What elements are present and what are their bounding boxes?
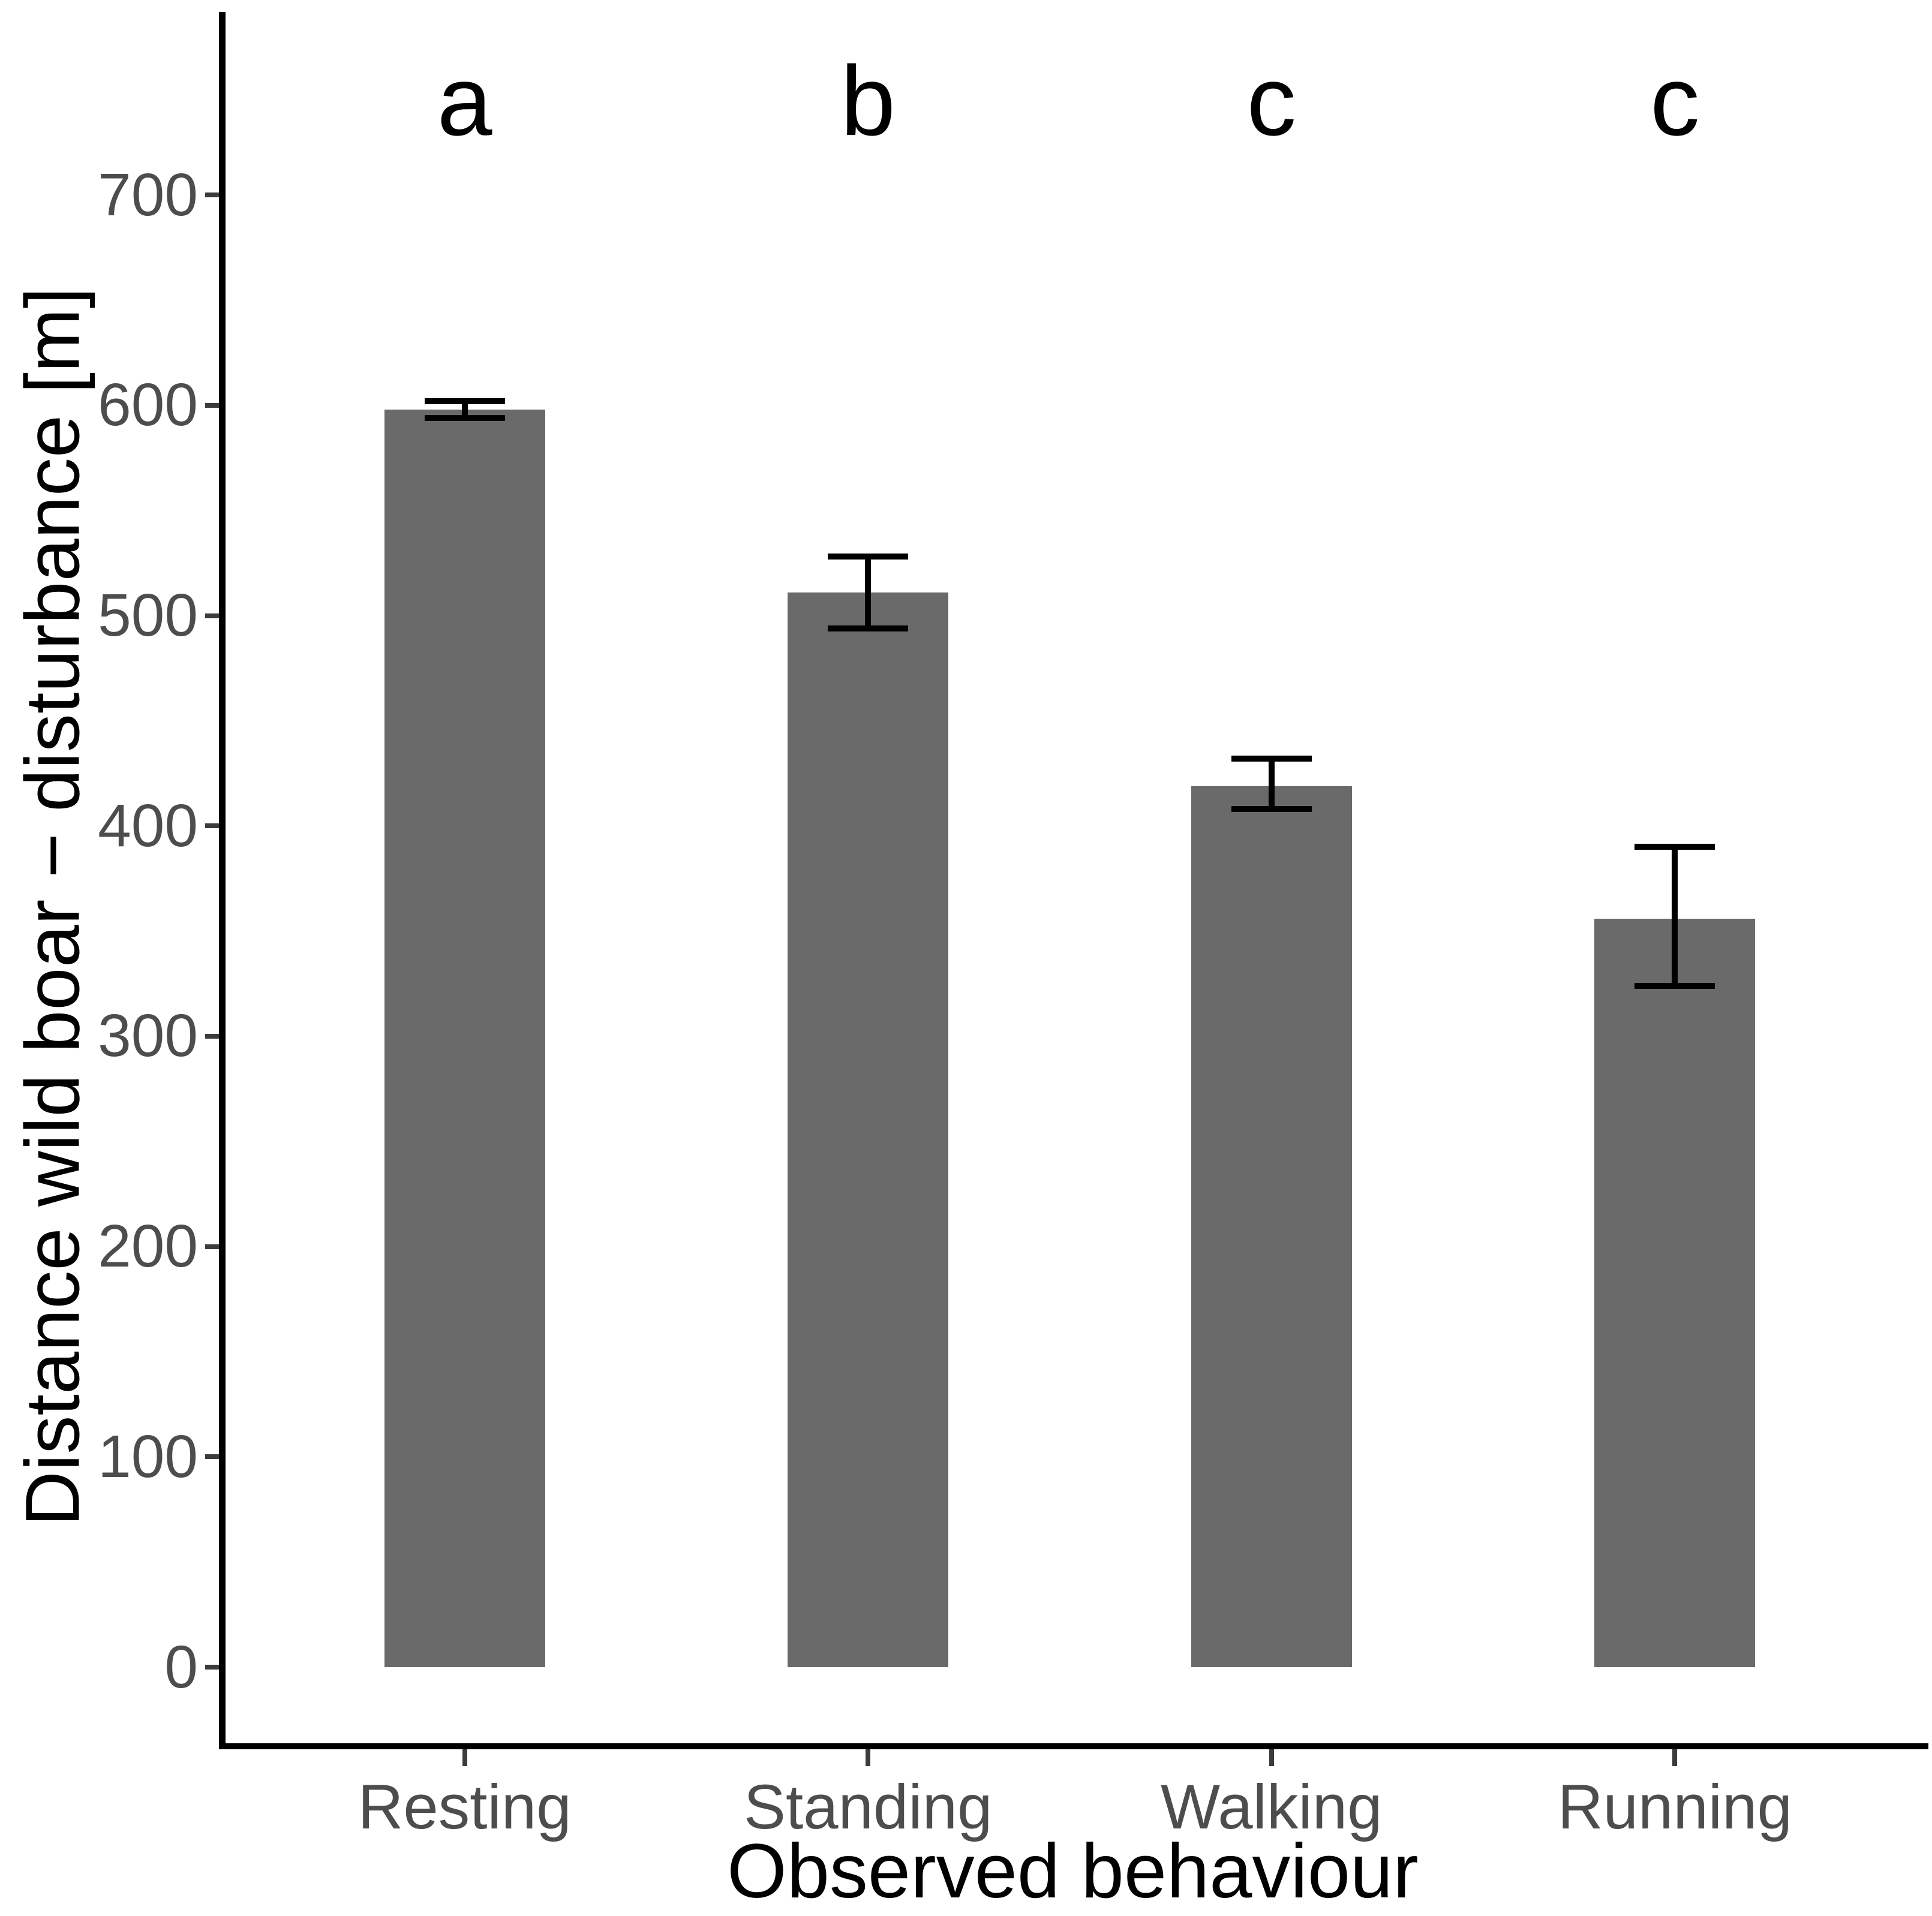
x-tick-resting [462,1749,467,1766]
error-bar-line-standing [865,557,872,628]
y-tick-400 [205,823,219,829]
y-tick-label-200: 200 [98,1213,198,1280]
y-tick-600 [205,402,219,408]
error-bar-cap-upper-running [1634,844,1715,850]
y-tick-200 [205,1244,219,1249]
error-bar-line-resting [461,401,468,418]
y-tick-label-400: 400 [98,792,198,859]
x-tick-label-resting: Resting [357,1772,572,1842]
y-tick-300 [205,1033,219,1039]
x-tick-running [1672,1749,1678,1766]
error-bar-cap-lower-resting [424,415,505,422]
sig-letter-running: c [1650,45,1700,156]
x-tick-standing [866,1749,871,1766]
x-tick-walking [1269,1749,1274,1766]
x-tick-label-running: Running [1557,1772,1792,1842]
y-tick-label-700: 700 [98,161,198,228]
error-bar-cap-upper-resting [424,398,505,404]
y-axis-line [219,12,226,1749]
sig-letter-walking: c [1246,45,1297,156]
bar-resting [384,409,545,1667]
x-axis-line [219,1743,1928,1749]
error-bar-cap-lower-walking [1231,806,1312,813]
error-bar-line-walking [1268,759,1275,810]
y-tick-500 [205,613,219,618]
y-tick-100 [205,1454,219,1460]
y-tick-label-600: 600 [98,371,198,439]
x-axis-title: Observed behaviour [727,1828,1419,1914]
x-tick-label-walking: Walking [1161,1772,1383,1842]
y-tick-label-500: 500 [98,582,198,649]
y-tick-0 [205,1665,219,1670]
y-axis-title-text: Distance wild boar − disturbance [m] [10,287,96,1527]
error-bar-cap-upper-walking [1231,756,1312,762]
error-bar-line-running [1672,847,1678,986]
bar-standing [788,592,949,1667]
error-bar-cap-lower-running [1634,982,1715,989]
y-tick-700 [205,192,219,198]
y-tick-label-300: 300 [98,1002,198,1070]
y-tick-label-100: 100 [98,1422,198,1490]
error-bar-cap-lower-standing [828,625,909,631]
y-tick-label-0: 0 [164,1633,198,1701]
bar-running [1594,918,1756,1667]
x-tick-label-standing: Standing [743,1772,993,1842]
sig-letter-resting: a [437,45,492,156]
sig-letter-standing: b [840,45,896,156]
bar-walking [1191,786,1352,1667]
error-bar-cap-upper-standing [828,554,909,560]
